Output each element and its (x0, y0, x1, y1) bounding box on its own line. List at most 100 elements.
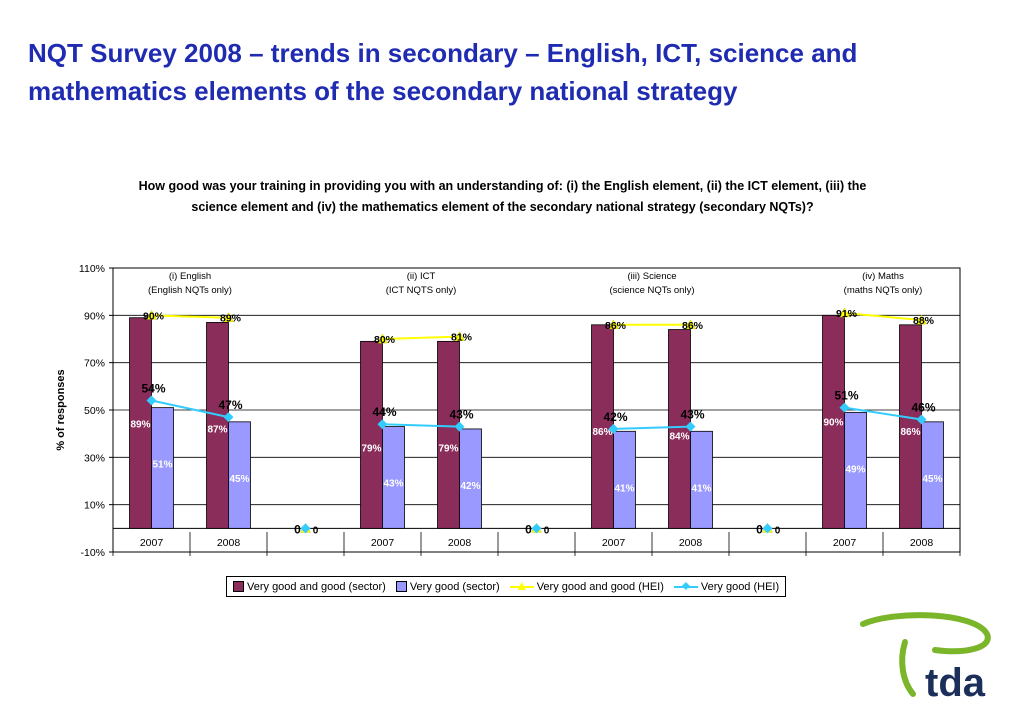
line-label-hei-vgg: 0 (756, 522, 763, 536)
marker-hei-vg (685, 421, 696, 432)
marker-hei-vg (146, 395, 157, 406)
bar-label-sector-vg: 51% (152, 460, 172, 471)
marker-hei-vgg (839, 307, 850, 318)
bar-label-sector-vgg: 87% (207, 424, 227, 435)
line-label-hei-vgg: 80% (374, 334, 396, 346)
marker-hei-vg (377, 419, 388, 430)
y-axis-title: % of responses (55, 369, 67, 450)
marker-hei-vg (762, 523, 773, 534)
line-label-hei-vgg: 90% (143, 310, 165, 322)
x-tick-label: 2008 (910, 537, 934, 549)
marker-hei-vg (916, 414, 927, 425)
legend-item-hei-vg: Very good (HEI) (673, 580, 780, 593)
line-label-hei-vgg: 86% (605, 320, 627, 332)
bar-sector-vgg (360, 340, 383, 529)
legend-swatch-sector-vgg (233, 581, 244, 592)
bar-label-sector-vgg: 86% (900, 427, 920, 438)
y-tick-label: 90% (84, 310, 105, 322)
marker-hei-vg (608, 423, 619, 434)
x-tick-label: 2008 (217, 537, 241, 549)
marker-hei-vgg (454, 331, 465, 341)
diamond-marker-icon (681, 582, 690, 590)
line-label-hei-vg: 0 (544, 525, 550, 536)
legend-item-sector-vgg: Very good and good (sector) (233, 581, 386, 593)
x-tick-label: 2007 (140, 537, 164, 549)
line-segment-hei-vg (382, 423, 460, 428)
marker-hei-vg (454, 421, 465, 432)
line-label-hei-vgg: 0 (294, 522, 301, 536)
y-tick-label: 70% (84, 358, 105, 370)
line-segment-hei-vg (151, 399, 229, 419)
legend-label: Very good (HEI) (700, 580, 780, 593)
line-label-hei-vg: 0 (775, 525, 781, 536)
line-label-hei-vg: 44% (372, 405, 396, 419)
line-segment-hei-vg (613, 425, 691, 430)
logo-stem-icon (899, 639, 916, 697)
bar-sector-vg (382, 426, 405, 529)
line-label-hei-vgg: 0 (525, 522, 532, 536)
x-tick-label: 2007 (371, 537, 395, 549)
legend-label: Very good (sector) (409, 580, 500, 593)
bar-sector-vg (151, 407, 174, 529)
bar-label-sector-vg: 45% (922, 474, 942, 485)
bar-label-sector-vgg: 90% (823, 417, 843, 428)
y-tick-label: 110% (79, 263, 105, 275)
line-segment-hei-vgg (844, 311, 922, 322)
line-label-hei-vgg: 86% (682, 320, 704, 332)
y-tick-label: 30% (84, 452, 105, 464)
x-tick-label: 2008 (448, 537, 472, 549)
slide-title: NQT Survey 2008 – trends in secondary – … (28, 38, 858, 106)
line-label-hei-vgg: 91% (836, 308, 858, 320)
chart-title: How good was your training in providing … (138, 179, 867, 214)
chart-legend: Very good and good (sector) Very good (s… (226, 576, 787, 597)
legend-item-sector-vg: Very good (sector) (395, 580, 500, 593)
tda-logo: tda (860, 612, 991, 704)
line-label-hei-vgg: 88% (913, 315, 935, 327)
legend-swatch-hei-vg (673, 582, 698, 591)
line-label-hei-vg: 54% (141, 382, 165, 396)
chart: 110% 90% 70% 50% 30% 10% -10% 2007 2008 2007 2008 2… (0, 250, 1023, 610)
group-label: (iv) Maths (862, 271, 904, 282)
line-label-hei-vg: 42% (603, 410, 627, 424)
bar-label-sector-vg: 49% (845, 464, 865, 475)
bar-sector-vg (613, 430, 636, 529)
triangle-marker-icon (517, 582, 526, 590)
legend-label: Very good and good (sector) (247, 580, 386, 593)
marker-hei-vgg (146, 309, 157, 320)
legend-item-hei-vgg: Very good and good (HEI) (509, 580, 664, 593)
bar-label-sector-vgg: 89% (130, 420, 150, 431)
marker-hei-vg (839, 402, 850, 413)
line-segment-hei-vgg (382, 335, 460, 340)
marker-hei-vgg (377, 333, 388, 344)
marker-hei-vgg (223, 312, 234, 322)
group-sublabel: (ICT NQTS only) (386, 285, 457, 296)
line-label-hei-vg: 46% (911, 400, 935, 414)
line-label-hei-vg: 0 (313, 525, 319, 536)
y-tick-label: 10% (84, 500, 105, 512)
line-label-hei-vgg: 89% (220, 313, 242, 325)
legend-swatch-sector-vg (395, 581, 407, 592)
legend-swatch-hei-vgg (509, 582, 534, 591)
line-label-hei-vg: 43% (680, 408, 704, 422)
line-segment-hei-vg (844, 406, 922, 421)
marker-hei-vg (531, 523, 542, 534)
group-sublabel: (English NQTs only) (148, 285, 232, 296)
marker-hei-vgg (685, 319, 696, 330)
bar-sector-vg (844, 411, 867, 529)
x-tick-label: 2007 (833, 537, 857, 549)
bar-sector-vg (228, 421, 251, 529)
x-tick-label: 2008 (679, 537, 703, 549)
bar-label-sector-vg: 41% (691, 483, 711, 494)
bar-sector-vgg (437, 340, 460, 529)
y-tick-label: -10% (80, 547, 105, 559)
bar-label-sector-vg: 43% (383, 479, 403, 490)
group-label: (ii) ICT (407, 271, 436, 282)
group-label: (i) English (169, 271, 211, 282)
bar-label-sector-vgg: 79% (361, 443, 381, 454)
group-label: (iii) Science (627, 271, 676, 282)
group-sublabel: (science NQTs only) (610, 285, 695, 296)
legend-label: Very good and good (HEI) (536, 580, 664, 593)
bar-label-sector-vgg: 79% (438, 443, 458, 454)
y-tick-label: 50% (84, 405, 105, 417)
group-sublabel: (maths NQTs only) (844, 285, 923, 296)
